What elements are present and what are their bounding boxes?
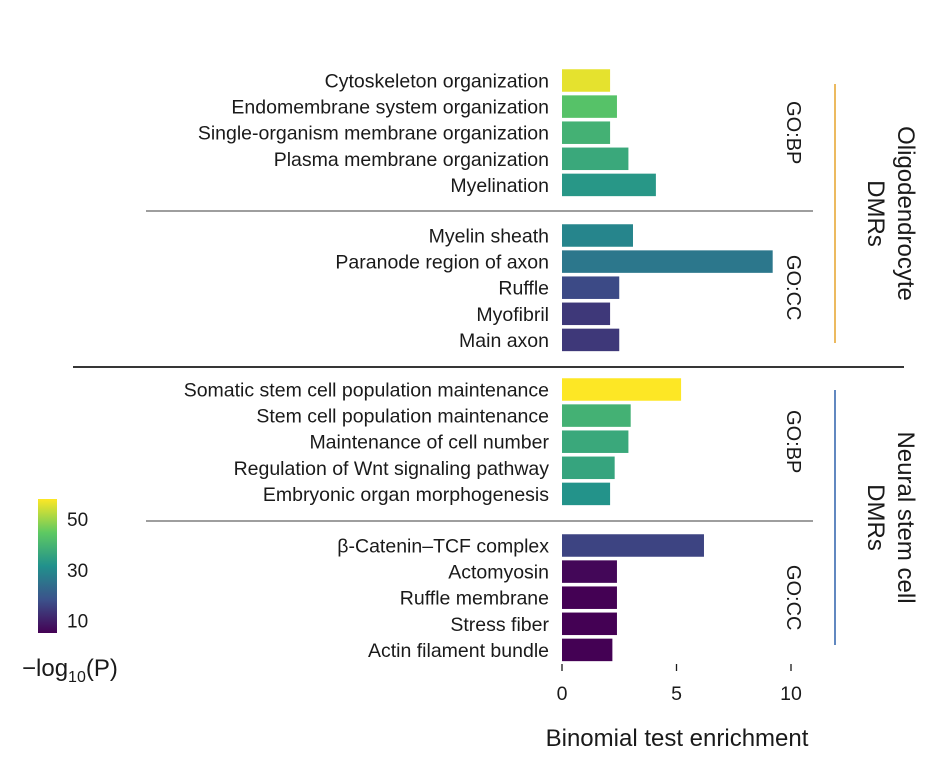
- labels-layer: Cytoskeleton organization Endomembrane sy…: [184, 71, 550, 662]
- term-label: Embryonic organ morphogenesis: [263, 484, 549, 506]
- term-label: Myelination: [450, 175, 549, 197]
- bar: [562, 638, 613, 662]
- colorbar-gradient: [38, 499, 57, 633]
- group-label: OligodendrocyteDMRs: [862, 126, 919, 301]
- bar: [562, 482, 611, 506]
- term-label: Stem cell population maintenance: [256, 406, 549, 428]
- term-label: Actin filament bundle: [368, 640, 549, 662]
- colorbar-tick-label: 50: [67, 510, 88, 531]
- subgroup-label: GO:CC: [782, 255, 804, 321]
- term-label: Ruffle: [498, 278, 549, 300]
- bar: [562, 121, 611, 144]
- bar: [562, 276, 620, 299]
- term-label: Myelin sheath: [429, 226, 549, 248]
- term-label: Ruffle membrane: [400, 588, 549, 610]
- bar: [562, 328, 620, 352]
- bar: [562, 173, 656, 197]
- term-label: Regulation of Wnt signaling pathway: [234, 458, 550, 480]
- bar: [562, 224, 633, 247]
- x-tick-label: 5: [671, 683, 682, 705]
- term-label: β-Catenin–TCF complex: [337, 536, 549, 558]
- bar: [562, 250, 773, 273]
- term-label: Single-organism membrane organization: [198, 123, 549, 145]
- bar: [562, 534, 704, 557]
- term-label: Stress fiber: [450, 614, 549, 636]
- term-label: Myofibril: [476, 304, 549, 326]
- term-label: Somatic stem cell population maintenance: [184, 380, 549, 402]
- bar: [562, 95, 617, 118]
- colorbar-title-suffix: (P): [86, 655, 118, 682]
- bar: [562, 147, 629, 171]
- side-labels: GO:BP GO:CC OligodendrocyteDMRs GO:BP GO:CC N…: [782, 84, 919, 645]
- bars-layer: [562, 69, 773, 662]
- term-label: Actomyosin: [448, 562, 549, 584]
- x-axis: Binomial test enrichment 0 5 10: [546, 664, 809, 752]
- subgroup-label: GO:BP: [782, 101, 804, 164]
- colorbar-tick-label: 30: [67, 561, 88, 582]
- bar: [562, 456, 615, 480]
- term-label: Maintenance of cell number: [309, 432, 549, 454]
- bar: [562, 430, 629, 453]
- bar: [562, 560, 617, 583]
- bar: [562, 586, 617, 609]
- colorbar-title-subscript: 10: [68, 669, 86, 686]
- x-tick-label: 10: [780, 683, 802, 705]
- colorbar-title: −log10(P): [22, 655, 118, 686]
- x-axis-label: Binomial test enrichment: [546, 725, 809, 752]
- bar: [562, 404, 631, 427]
- term-label: Paranode region of axon: [335, 252, 549, 274]
- bar: [562, 378, 682, 401]
- bar: [562, 302, 611, 326]
- colorbar-tick-label: 10: [67, 611, 88, 632]
- divider-lines: [73, 210, 904, 522]
- subgroup-label: GO:BP: [782, 410, 804, 473]
- term-label: Main axon: [459, 330, 549, 352]
- colorbar-title-prefix: −log: [22, 655, 68, 682]
- term-label: Endomembrane system organization: [231, 97, 549, 119]
- term-label: Plasma membrane organization: [274, 149, 549, 171]
- x-tick-label: 0: [557, 683, 568, 705]
- term-label: Cytoskeleton organization: [325, 71, 549, 93]
- bar: [562, 612, 617, 636]
- bar: [562, 69, 611, 92]
- group-label: Neural stem cellDMRs: [862, 431, 919, 603]
- subgroup-label: GO:CC: [782, 565, 804, 631]
